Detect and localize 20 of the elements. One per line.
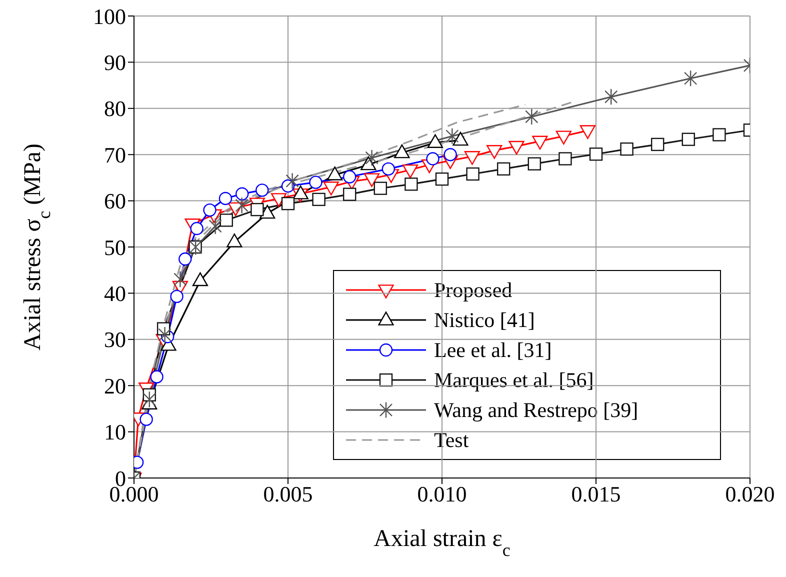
y-tick-label: 60 (104, 188, 126, 214)
legend-label: Wang and Restrepo [39] (434, 398, 638, 422)
x-tick-label: 0.020 (725, 482, 775, 507)
x-tick-label: 0.005 (263, 482, 313, 507)
x-tick-label: 0.010 (417, 482, 467, 507)
legend-label: Lee et al. [31] (434, 338, 552, 362)
legend-label: Test (434, 428, 469, 452)
y-tick-label: 50 (104, 234, 126, 260)
y-tick-label: 80 (104, 96, 126, 122)
y-tick-label: 90 (104, 50, 126, 76)
y-tick-label: 10 (104, 420, 126, 445)
legend-label: Proposed (434, 278, 512, 302)
y-tick-label: 70 (104, 142, 126, 168)
y-tick-label: 100 (93, 4, 126, 29)
legend-label: Nistico [41] (434, 308, 535, 332)
y-tick-label: 20 (104, 373, 126, 398)
y-tick-label: 30 (104, 327, 126, 352)
x-axis-title: Axial strain ε$_{c}$ (374, 526, 510, 560)
y-tick-label: 40 (104, 281, 126, 306)
x-tick-label: 0.015 (571, 482, 621, 507)
